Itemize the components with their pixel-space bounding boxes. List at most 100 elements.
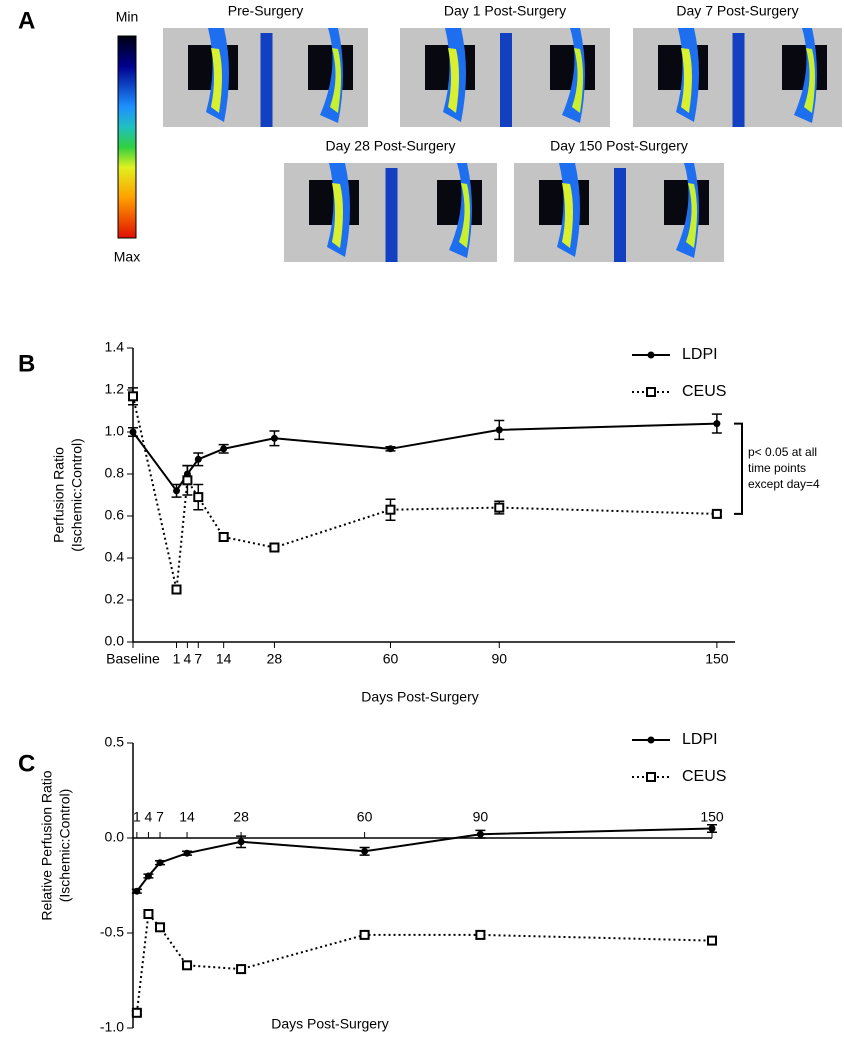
marker xyxy=(220,445,228,453)
y-tick-label: 1.0 xyxy=(105,423,125,439)
x-tick-label: 60 xyxy=(357,809,373,825)
panel-label: C xyxy=(18,750,35,777)
marker xyxy=(218,532,229,542)
marker xyxy=(183,849,191,857)
marker xyxy=(144,872,152,880)
x-axis-title: Days Post-Surgery xyxy=(361,689,478,705)
marker xyxy=(711,508,722,519)
x-tick-label: 150 xyxy=(700,809,724,825)
marker xyxy=(182,475,193,486)
annotation: p< 0.05 at all xyxy=(748,445,817,459)
y-axis-title: (Ischemic:Control) xyxy=(69,438,85,552)
x-tick-label: 1 xyxy=(173,651,181,667)
image-title: Day 7 Post-Surgery xyxy=(676,3,798,19)
marker xyxy=(386,445,394,453)
scale-min: Min xyxy=(116,9,139,25)
legend-marker xyxy=(647,736,655,744)
y-tick-label: 0.4 xyxy=(105,549,125,565)
y-tick-label: 1.4 xyxy=(105,339,125,355)
marker xyxy=(133,887,141,895)
image-title: Day 28 Post-Surgery xyxy=(326,138,456,154)
image-limb xyxy=(804,48,815,113)
y-tick-label: 0.0 xyxy=(105,829,125,845)
marker xyxy=(237,838,245,846)
color-scale xyxy=(117,35,137,239)
y-axis-title: (Ischemic:Control) xyxy=(57,789,73,903)
x-tick-label: 4 xyxy=(183,651,191,667)
image-limb xyxy=(572,48,583,113)
x-tick-label: 7 xyxy=(156,809,164,825)
marker xyxy=(129,428,137,436)
image-limb xyxy=(459,183,470,248)
annotation: time points xyxy=(748,461,806,475)
legend-label: LDPI xyxy=(682,731,718,748)
x-tick-label: 150 xyxy=(705,651,729,667)
image-limb xyxy=(332,183,343,248)
marker xyxy=(182,960,193,971)
image-title: Pre-Surgery xyxy=(228,3,303,19)
image-strip xyxy=(260,33,273,127)
panel-label: B xyxy=(18,350,35,377)
image-limb xyxy=(448,48,459,113)
y-tick-label: 0.6 xyxy=(105,507,125,523)
marker xyxy=(476,830,484,838)
marker xyxy=(475,929,486,940)
x-tick-label: 28 xyxy=(267,651,283,667)
y-tick-label: -0.5 xyxy=(100,924,124,940)
marker xyxy=(270,434,278,442)
marker xyxy=(128,391,138,402)
marker xyxy=(385,504,396,515)
x-tick-label: 1 xyxy=(133,809,141,825)
series-line xyxy=(132,422,717,493)
marker xyxy=(359,929,370,940)
x-tick-label: 14 xyxy=(216,651,232,667)
marker xyxy=(156,859,164,867)
y-axis-title: Relative Perfusion Ratio xyxy=(39,770,55,920)
annotation: except day=4 xyxy=(748,477,820,491)
image-limb xyxy=(211,48,222,113)
marker xyxy=(495,426,503,434)
x-tick-label: 60 xyxy=(383,651,399,667)
y-tick-label: 0.2 xyxy=(105,591,125,607)
marker xyxy=(143,909,154,919)
image-limb xyxy=(681,48,692,113)
legend-label: CEUS xyxy=(682,383,726,400)
x-tick-label: 28 xyxy=(233,809,249,825)
y-tick-label: 1.2 xyxy=(105,381,125,397)
marker xyxy=(713,420,721,428)
x-tick-label: 14 xyxy=(179,809,195,825)
marker xyxy=(131,1007,142,1018)
x-tick-label: 4 xyxy=(145,809,153,825)
marker xyxy=(236,964,247,975)
image-title: Day 1 Post-Surgery xyxy=(444,3,566,19)
image-strip xyxy=(500,33,512,127)
legend-marker xyxy=(647,351,655,359)
y-tick-label: 0.0 xyxy=(105,633,125,649)
legend-marker xyxy=(646,387,656,397)
series-line xyxy=(135,911,713,1013)
panel-label: A xyxy=(18,7,35,34)
image-limb xyxy=(330,48,341,113)
marker xyxy=(155,922,166,933)
marker xyxy=(707,935,717,946)
legend-label: LDPI xyxy=(682,346,718,363)
marker xyxy=(361,847,369,855)
image-limb xyxy=(686,183,697,248)
image-title: Day 150 Post-Surgery xyxy=(550,138,688,154)
x-tick-label: 90 xyxy=(473,809,489,825)
x-tick-label: 7 xyxy=(194,651,202,667)
y-tick-label: 0.5 xyxy=(105,734,125,750)
x-tick-label: Baseline xyxy=(106,651,160,667)
marker xyxy=(494,502,505,513)
marker xyxy=(193,492,204,503)
image-strip xyxy=(614,168,626,262)
marker xyxy=(171,584,182,595)
marker xyxy=(173,487,181,495)
significance-bracket xyxy=(734,422,743,515)
y-axis-title: Perfusion Ratio xyxy=(51,447,67,543)
marker xyxy=(708,825,716,832)
x-axis-title: Days Post-Surgery xyxy=(271,1016,388,1032)
marker xyxy=(269,542,280,553)
y-tick-label: -1.0 xyxy=(100,1019,124,1035)
